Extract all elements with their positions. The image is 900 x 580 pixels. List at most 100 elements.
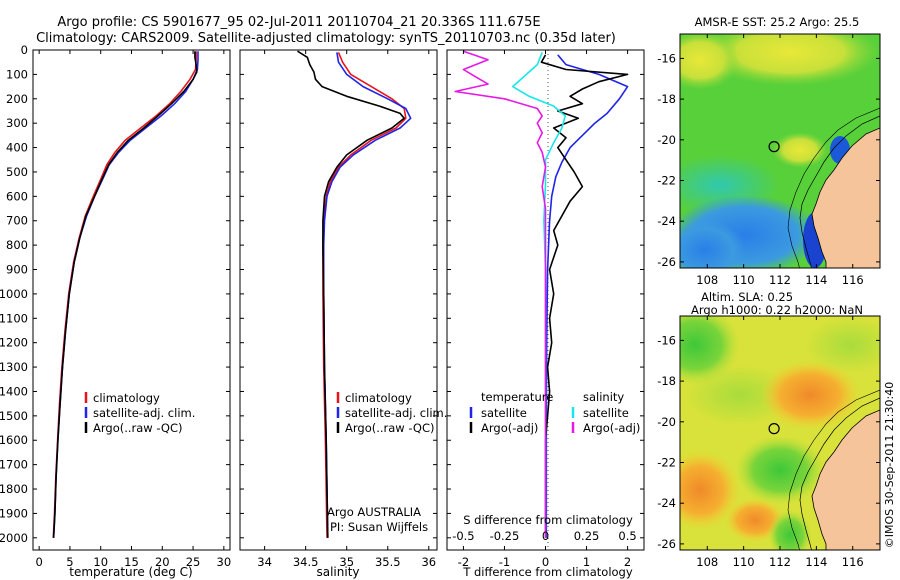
t-difference-xlabel: T difference from climatology xyxy=(462,565,633,579)
temperature-panel: 0100200300400500600700800900100011001200… xyxy=(0,43,231,579)
x2-tick-label: 0.25 xyxy=(574,529,600,543)
y-tick-label: 300 xyxy=(6,116,28,130)
y-tick-label: 1100 xyxy=(0,311,28,325)
argo-position-marker xyxy=(768,423,780,435)
figure-title-line1: Argo profile: CS 5901677_95 02-Jul-2011 … xyxy=(57,15,540,30)
x-tick-label: 5 xyxy=(66,555,73,569)
y-tick-label: 200 xyxy=(6,92,28,106)
x-tick-label: 112 xyxy=(769,555,791,569)
series-line-climatology xyxy=(322,52,407,538)
temperature-legend: climatology satellite-adj. clim. Argo(..… xyxy=(84,391,195,435)
series-line-satellite-adj-clim- xyxy=(322,52,412,538)
y-tick-label: 500 xyxy=(6,165,28,179)
sla-low-patch xyxy=(768,510,812,550)
sla-map-panel: 108 110 112 114 116 -16 -18 -20 -22 -24 -26 xyxy=(657,315,881,569)
x-tick-label: 34.5 xyxy=(293,555,319,569)
y-tick-label: 600 xyxy=(6,189,28,203)
sst-map-panel: 108 110 112 114 116 -16 -18 -20 -22 -24 -26 xyxy=(657,33,881,287)
legend-label-argo: Argo(..raw -QC) xyxy=(345,421,435,435)
legend-label-climatology: climatology xyxy=(93,391,160,405)
difference-legend: temperature satellite Argo(-adj) salinit… xyxy=(469,390,640,435)
x-tick-label: 114 xyxy=(805,555,827,569)
x-tick-label: -2 xyxy=(458,555,469,569)
salinity-legend: climatology satellite-adj. clim. Argo(..… xyxy=(336,391,447,435)
legend-header-salinity: salinity xyxy=(583,390,624,404)
pi-label: PI: Susan Wijffels xyxy=(330,520,428,534)
series-line-t-satellite xyxy=(545,54,629,538)
argo-position-marker xyxy=(768,141,780,153)
sla-bathymetry-contour xyxy=(799,397,880,550)
sla-high-patch xyxy=(680,450,740,530)
legend-label-satellite: satellite-adj. clim. xyxy=(345,406,447,420)
sst-warm-patch xyxy=(700,34,880,86)
legend-label-t-argo: Argo(-adj) xyxy=(481,421,538,435)
x-tick-label: 110 xyxy=(733,555,755,569)
y-tick-label: 0 xyxy=(21,43,28,57)
x-tick-label: 0 xyxy=(542,555,549,569)
series-line-argo-raw-qc- xyxy=(297,50,406,538)
x-tick-label: 116 xyxy=(842,273,864,287)
y-tick-label: -16 xyxy=(657,51,676,65)
y-tick-label: 1300 xyxy=(0,360,28,374)
y-tick-label: 100 xyxy=(6,67,28,81)
sla-land xyxy=(811,409,880,550)
x-tick-label: 0 xyxy=(35,555,42,569)
y-tick-label: 700 xyxy=(6,214,28,228)
y-tick-label: -26 xyxy=(657,537,676,551)
sst-bathymetry-contour xyxy=(799,115,880,268)
sla-map-title-line1: Altim. SLA: 0.25 xyxy=(701,290,793,304)
difference-panel: -2 -1 0 1 2 -0.5 -0.25 0 0.25 0.5 S difference f… xyxy=(446,49,645,579)
x-tick-label: 2 xyxy=(624,555,631,569)
y-tick-label: 1700 xyxy=(0,458,28,472)
x2-tick-label: 0 xyxy=(542,529,549,543)
x2-tick-label: 0.5 xyxy=(618,529,636,543)
y-tick-label: 1400 xyxy=(0,384,28,398)
sst-cool-patch xyxy=(680,220,745,268)
x-tick-label: 108 xyxy=(696,273,718,287)
figure-title-line2: Climatology: CARS2009. Satellite-adjuste… xyxy=(36,31,616,46)
series-line-argo-raw-qc- xyxy=(52,51,198,538)
legend-header-temperature: temperature xyxy=(481,390,553,404)
y-tick-label: -22 xyxy=(657,174,676,188)
y-tick-label: 900 xyxy=(6,263,28,277)
y-tick-label: 400 xyxy=(6,141,28,155)
x-tick-label: 116 xyxy=(842,555,864,569)
y-tick-label: -22 xyxy=(657,456,676,470)
legend-label-s-satellite: satellite xyxy=(583,406,629,420)
y-tick-label: 1000 xyxy=(0,287,28,301)
x-tick-label: 35 xyxy=(339,555,354,569)
x2-tick-label: -0.5 xyxy=(452,529,474,543)
y-tick-label: 1500 xyxy=(0,409,28,423)
x-tick-label: -1 xyxy=(499,555,510,569)
y-tick-label: -24 xyxy=(657,214,676,228)
x-tick-label: 110 xyxy=(733,273,755,287)
x-tick-label: 15 xyxy=(124,555,139,569)
x-tick-label: 36 xyxy=(421,555,436,569)
y-tick-label: 1200 xyxy=(0,336,28,350)
sla-high-patch xyxy=(760,360,860,430)
x-tick-label: 112 xyxy=(769,273,791,287)
y-tick-label: 1600 xyxy=(0,433,28,447)
sla-map-title-line2: Argo h1000: 0.22 h2000: NaN xyxy=(691,303,863,317)
y-tick-label: -18 xyxy=(657,92,676,106)
temperature-axes-frame xyxy=(32,49,231,551)
x-tick-label: 30 xyxy=(217,555,232,569)
y-tick-label: -18 xyxy=(657,374,676,388)
y-tick-label: 800 xyxy=(6,238,28,252)
sla-bathymetry-contour xyxy=(787,389,880,550)
legend-label-t-satellite: satellite xyxy=(481,406,527,420)
y-tick-label: 2000 xyxy=(0,531,28,545)
y-tick-label: 1900 xyxy=(0,506,28,520)
x-tick-label: 108 xyxy=(696,555,718,569)
x-tick-label: 114 xyxy=(805,273,827,287)
s-difference-xlabel: S difference from climatology xyxy=(463,513,633,527)
y-tick-label: -20 xyxy=(657,133,676,147)
sla-low-patch xyxy=(735,435,825,505)
sla-low-patch xyxy=(805,317,880,373)
y-tick-label: 1800 xyxy=(0,482,28,496)
salinity-panel: 34 34.5 35 35.5 36 salinity climatology sate… xyxy=(239,49,447,579)
x-tick-label: 10 xyxy=(93,555,108,569)
y-tick-label: -26 xyxy=(657,255,676,269)
series-line-satellite-adj-clim- xyxy=(52,51,199,538)
